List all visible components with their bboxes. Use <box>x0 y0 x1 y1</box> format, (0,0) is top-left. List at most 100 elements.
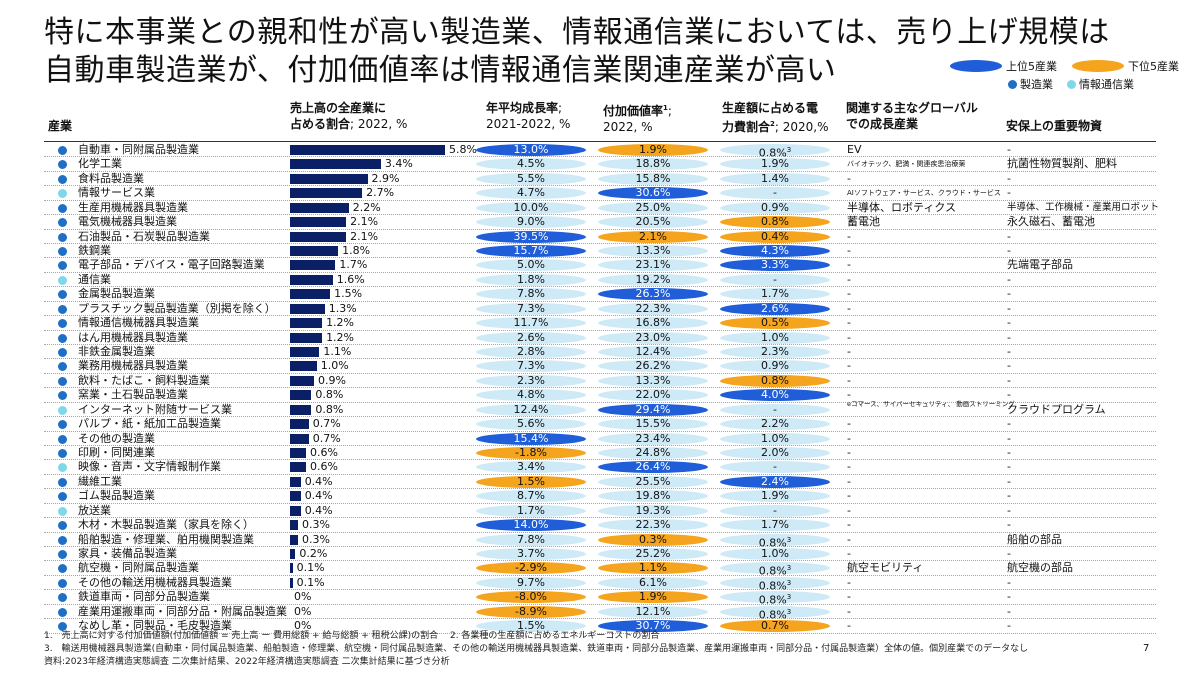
share-bar <box>290 419 309 430</box>
electricity-value: 2.4% <box>761 474 789 488</box>
electricity-footnote-mark: 3 <box>786 593 792 602</box>
row-separator <box>44 632 1156 634</box>
industry-name: 家具・装備品製造業 <box>78 547 177 561</box>
share-label: 0.9% <box>318 373 346 387</box>
row-separator <box>44 199 1156 201</box>
growth-cell: 3.4% <box>476 461 586 474</box>
electricity-cell: 1.4% <box>720 172 830 185</box>
header-growth-line1: 年平均成長率 <box>486 101 559 115</box>
security-material: - <box>1007 417 1011 431</box>
global-growth-industry: - <box>847 316 851 330</box>
industry-name: 情報通信機械器具製造業 <box>78 316 199 330</box>
industry-name: 飲料・たばこ・飼料製造業 <box>78 373 210 387</box>
industry-name: 繊維工業 <box>78 474 122 488</box>
ict-dot-icon <box>58 275 67 285</box>
share-label: 1.1% <box>323 345 352 359</box>
share-bar <box>290 534 299 545</box>
growth-cell: 4.8% <box>476 389 586 402</box>
growth-cell: 3.7% <box>476 548 586 561</box>
security-material: - <box>1007 460 1011 474</box>
share-bar <box>290 390 312 401</box>
value-added-cell: 26.2% <box>598 360 708 373</box>
growth-cell: 4.7% <box>476 187 586 200</box>
electricity-value: 0.8% <box>758 593 787 607</box>
electricity-cell: 0.9% <box>720 200 830 214</box>
table-row: 情報通信機械器具製造業 1.2% 11.7% 16.8% 0.5% - - <box>44 316 1156 331</box>
manufacturing-dot-icon <box>58 232 67 242</box>
table-row: 家具・装備品製造業 0.2% 3.7% 25.2% 1.0% - - <box>44 547 1156 562</box>
legend: 上位5産業 下位5産業 製造業 情報通信業 <box>950 58 1190 92</box>
security-material: 抗菌性物質製剤、肥料 <box>1007 157 1117 171</box>
electricity-value: - <box>773 402 777 416</box>
growth-cell: 13.0% <box>476 144 586 156</box>
security-material: クラウドプログラム <box>1007 402 1106 416</box>
global-growth-industry: - <box>847 604 851 618</box>
electricity-cell: - <box>720 504 830 517</box>
security-material: - <box>1007 431 1011 445</box>
growth-cell: 5.6% <box>476 418 586 431</box>
row-separator <box>44 473 1156 475</box>
manufacturing-dot-icon <box>58 607 67 617</box>
table-row: 航空機・同附属品製造業 0.1% -2.9% 1.1% 0.8%3 航空モビリティ 航空機の… <box>44 561 1156 579</box>
table-row: ゴム製品製造業 0.4% 8.7% 19.8% 1.9% - - <box>44 489 1156 504</box>
global-growth-industry: - <box>847 446 851 460</box>
industry-name: 航空機・同附属品製造業 <box>78 561 199 575</box>
electricity-cell: - <box>720 273 830 286</box>
share-label: 0.3% <box>302 532 330 546</box>
header-value-added: 付加価値率1; 2022, % <box>603 100 672 135</box>
row-separator <box>44 401 1156 403</box>
electricity-value: 1.7% <box>761 518 789 532</box>
legend-manufacturing: 製造業 <box>1008 76 1053 92</box>
security-material: - <box>1007 301 1011 315</box>
manufacturing-dot-icon <box>58 391 67 401</box>
electricity-cell: 1.0% <box>720 331 830 344</box>
share-bar <box>290 361 317 372</box>
share-label: 0% <box>294 619 312 633</box>
security-material: - <box>1007 503 1011 517</box>
electricity-cell: 0.8% <box>720 374 830 387</box>
security-material: - <box>1007 373 1011 387</box>
electricity-value: 0.8% <box>758 565 787 579</box>
share-bar <box>290 476 301 487</box>
share-bar <box>290 260 336 271</box>
header-global-line1: 関連する主なグローバル <box>846 101 978 115</box>
table-row: 通信業 1.6% 1.8% 19.2% - - - <box>44 273 1156 288</box>
table-row: 放送業 0.4% 1.7% 19.3% - - - <box>44 503 1156 519</box>
electricity-cell: - <box>720 461 830 474</box>
electricity-value: 0.8% <box>761 215 789 229</box>
header-divider <box>44 141 1156 142</box>
security-material: - <box>1007 474 1011 488</box>
table-row: その他の輸送用機械器具製造業 0.1% 9.7% 6.1% 0.8%3 - - <box>44 576 1156 592</box>
electricity-cell: 0.7% <box>720 620 830 633</box>
electricity-value: 0.9% <box>761 200 789 214</box>
manufacturing-dot-icon <box>58 550 67 560</box>
share-bar <box>290 433 309 444</box>
security-material: - <box>1007 244 1011 257</box>
industry-name: 電子部品・デバイス・電子回路製造業 <box>78 258 265 272</box>
growth-cell: 1.5% <box>476 620 586 633</box>
ict-dot-icon <box>58 189 67 199</box>
share-bar <box>290 520 299 531</box>
value-added-cell: 23.4% <box>598 432 708 445</box>
table-row: 食料品製造業 2.9% 5.5% 15.8% 1.4% - - <box>44 172 1156 187</box>
manufacturing-dot-icon <box>58 477 67 487</box>
electricity-cell: 0.4% <box>720 230 830 243</box>
growth-cell: 4.5% <box>476 158 586 171</box>
manufacturing-dot-icon <box>58 362 67 372</box>
header-va-sup: 1 <box>663 104 668 112</box>
value-added-cell: 30.7% <box>598 620 708 633</box>
row-separator <box>44 618 1156 620</box>
growth-cell: 7.8% <box>476 533 586 546</box>
share-bar <box>290 404 312 415</box>
ict-dot-icon <box>1067 79 1076 89</box>
header-global: 関連する主なグローバル での成長産業 <box>846 100 978 132</box>
row-separator <box>44 416 1156 418</box>
growth-cell: 1.5% <box>476 475 586 488</box>
header-share-line2-bold: 占める割合 <box>290 117 351 131</box>
manufacturing-dot-icon <box>58 535 67 545</box>
electricity-cell: 0.8%3 <box>720 591 830 606</box>
table-row: 生産用機械器具製造業 2.2% 10.0% 25.0% 0.9% 半導体、ロボティクス 半導… <box>44 200 1159 216</box>
share-label: 3.4% <box>384 157 413 171</box>
table-row: はん用機械器具製造業 1.2% 2.6% 23.0% 1.0% - - <box>44 331 1156 345</box>
electricity-footnote-mark: 3 <box>786 146 792 154</box>
